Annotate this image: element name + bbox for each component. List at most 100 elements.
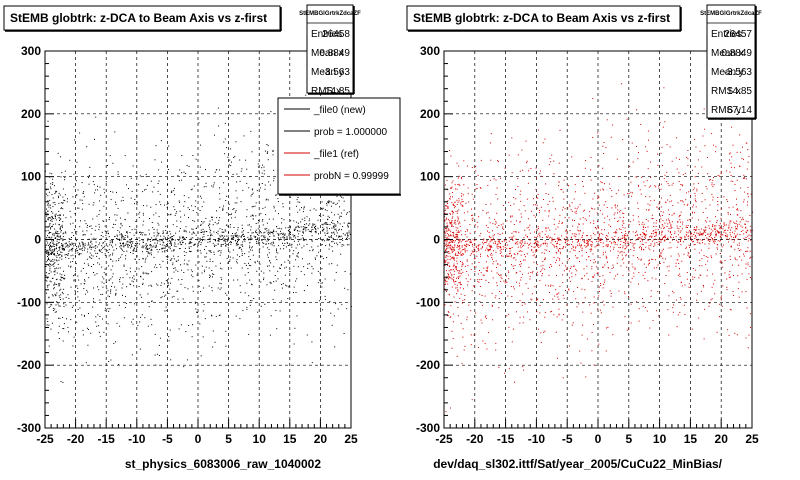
data-point	[563, 246, 565, 248]
data-point	[284, 261, 286, 263]
data-point	[488, 282, 490, 283]
data-point	[277, 237, 279, 239]
data-point	[275, 210, 276, 212]
data-point	[310, 197, 311, 199]
data-point	[481, 247, 483, 249]
data-point	[645, 237, 646, 239]
data-point	[277, 270, 279, 272]
data-point	[102, 220, 104, 222]
data-point	[306, 334, 308, 336]
data-point	[553, 218, 555, 220]
data-point	[632, 161, 634, 163]
data-point	[582, 217, 584, 219]
data-point	[237, 279, 239, 281]
data-point	[59, 267, 61, 269]
data-point	[734, 258, 736, 260]
data-point	[693, 183, 695, 185]
data-point	[450, 277, 452, 279]
data-point	[521, 216, 523, 218]
data-point	[153, 186, 155, 188]
data-point	[508, 154, 510, 156]
data-point	[133, 250, 135, 252]
data-point	[335, 303, 337, 305]
data-point	[541, 175, 543, 177]
data-point	[547, 203, 549, 205]
data-point	[72, 305, 74, 307]
data-point	[54, 201, 56, 203]
data-point	[160, 266, 162, 268]
data-point	[533, 246, 535, 248]
data-point	[651, 277, 653, 279]
data-point	[461, 302, 463, 304]
data-point	[653, 245, 655, 247]
data-point	[163, 295, 165, 297]
data-point	[508, 278, 510, 280]
data-point	[111, 285, 112, 287]
data-point	[680, 230, 682, 232]
data-point	[703, 338, 705, 340]
data-point	[256, 270, 258, 272]
data-point	[332, 222, 334, 224]
data-point	[533, 261, 535, 263]
data-point	[151, 237, 153, 239]
data-point	[240, 248, 242, 250]
data-point	[236, 197, 238, 199]
data-point	[602, 233, 604, 235]
data-point	[559, 285, 561, 287]
data-point	[742, 146, 743, 148]
data-point	[558, 313, 560, 315]
data-point	[69, 159, 71, 161]
x-axis-label: st_physics_6083006_raw_1040002	[125, 457, 321, 471]
data-point	[645, 196, 647, 198]
data-point	[93, 298, 95, 300]
data-point	[151, 271, 153, 273]
data-point	[181, 269, 182, 271]
data-point	[739, 221, 741, 223]
data-point	[101, 266, 103, 268]
data-point	[179, 242, 181, 244]
data-point	[184, 255, 186, 256]
data-point	[664, 236, 666, 237]
data-point	[657, 315, 659, 317]
data-point	[258, 234, 260, 236]
data-point	[568, 288, 570, 290]
data-point	[221, 229, 223, 230]
data-point	[142, 251, 143, 253]
data-point	[260, 281, 262, 283]
data-point	[687, 158, 689, 160]
data-point	[64, 277, 66, 279]
data-point	[63, 199, 65, 201]
data-point	[90, 241, 92, 243]
data-point	[719, 236, 721, 238]
data-point	[599, 233, 600, 235]
data-point	[73, 336, 75, 338]
data-point	[558, 237, 560, 239]
data-point	[168, 238, 170, 239]
data-point	[618, 220, 620, 222]
data-point	[151, 249, 153, 251]
data-point	[142, 271, 144, 273]
data-point	[586, 272, 588, 274]
data-point	[522, 293, 524, 295]
data-point	[528, 266, 530, 268]
data-point	[296, 255, 298, 257]
data-point	[678, 158, 680, 160]
data-point	[659, 241, 661, 243]
data-point	[191, 188, 193, 190]
data-point	[550, 242, 552, 244]
data-point	[495, 179, 497, 181]
data-point	[212, 330, 214, 332]
data-point	[587, 244, 589, 246]
data-point	[479, 301, 481, 302]
data-point	[571, 210, 573, 212]
data-point	[222, 209, 224, 211]
data-point	[268, 181, 270, 183]
data-point	[76, 194, 78, 196]
data-point	[705, 235, 707, 236]
data-point	[263, 166, 265, 168]
data-point	[326, 226, 328, 228]
data-point	[733, 236, 735, 238]
data-point	[151, 301, 153, 303]
data-point	[51, 251, 53, 253]
data-point	[257, 163, 259, 165]
